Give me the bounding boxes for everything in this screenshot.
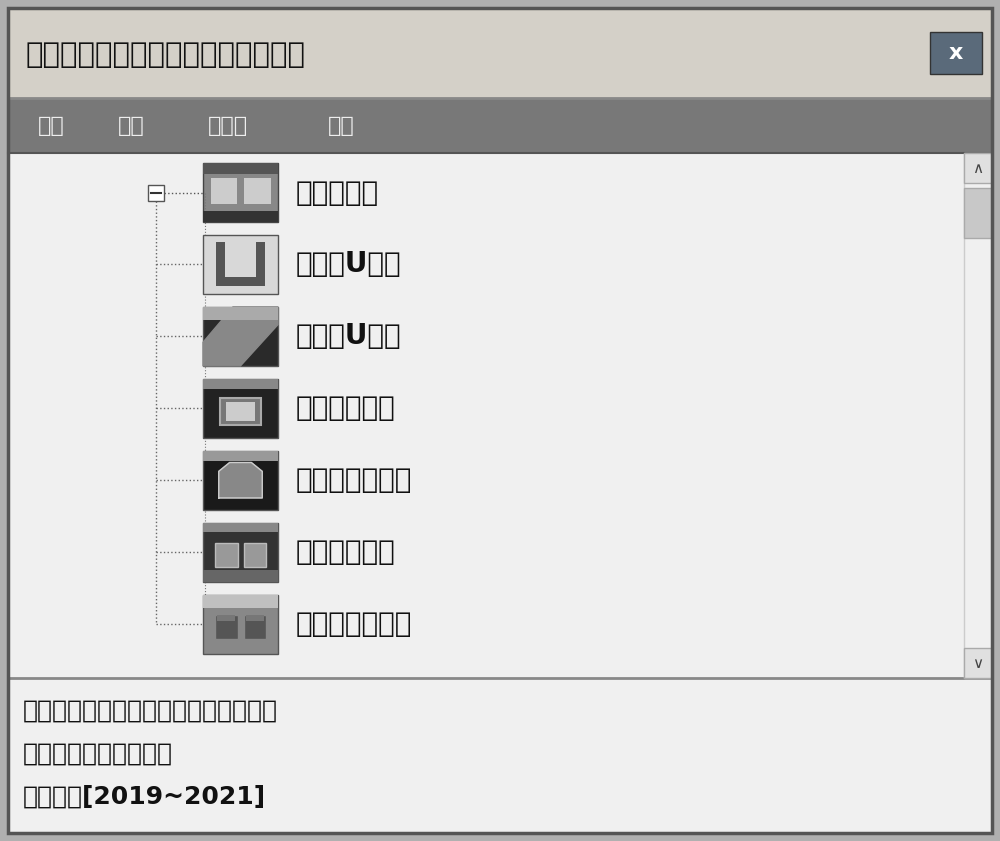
Bar [203,595,278,607]
Text: 一箱两孔矩形: 一箱两孔矩形 [296,538,396,566]
Bar [203,522,278,532]
Text: 分离式U型槽: 分离式U型槽 [296,251,402,278]
Bar [216,242,225,278]
Bar [244,615,266,639]
Bar [203,163,278,174]
Text: x: x [949,43,963,63]
Text: 整体式U型槽: 整体式U型槽 [296,322,402,351]
Bar [148,184,164,200]
Bar [8,8,992,98]
Bar [930,32,982,74]
Text: 项目: 项目 [38,115,65,135]
Bar [203,451,278,462]
Bar [8,153,992,678]
Bar [203,307,278,366]
Bar [203,378,278,438]
Text: 一箱单孔折板拱: 一箱单孔折板拱 [296,466,412,495]
Polygon shape [203,307,278,366]
Bar [217,615,235,621]
Bar [215,542,238,568]
Bar [964,648,992,678]
Bar [226,402,255,420]
Bar [203,163,278,222]
Bar [203,522,278,582]
Bar [964,153,992,678]
Text: ∧: ∧ [972,161,984,176]
Text: 隧道与地下工程研究院: 隧道与地下工程研究院 [23,742,173,765]
Bar [8,98,992,153]
Bar [203,570,278,582]
Bar [216,278,265,286]
Bar [964,188,992,238]
Bar [244,542,266,568]
Bar [256,242,265,278]
Text: 一箱两孔折板拱: 一箱两孔折板拱 [296,610,412,638]
Text: 设计: 设计 [118,115,145,135]
Bar [964,153,992,183]
Bar [220,398,261,425]
Polygon shape [219,463,262,498]
Bar [8,678,992,833]
Text: ∨: ∨ [972,655,984,670]
Text: 一箱单孔矩形: 一箱单孔矩形 [296,394,396,422]
Text: 帮助: 帮助 [328,115,355,135]
Text: 版权所有[2019~2021]: 版权所有[2019~2021] [23,785,266,808]
Text: 隧道与地下工程结构参数化绘图系统: 隧道与地下工程结构参数化绘图系统 [26,41,306,69]
Bar [203,451,278,510]
Bar [203,595,278,653]
Bar [215,615,238,639]
Bar [244,177,270,204]
Bar [203,211,278,222]
Bar [203,235,278,294]
Text: 工具条: 工具条 [208,115,248,135]
Bar [246,615,264,621]
Bar [203,307,278,320]
Text: 常用横断面: 常用横断面 [296,178,379,207]
Bar [203,378,278,389]
Bar [210,177,237,204]
Text: 中交第一公院勘察设计研究院有限公司: 中交第一公院勘察设计研究院有限公司 [23,698,278,722]
